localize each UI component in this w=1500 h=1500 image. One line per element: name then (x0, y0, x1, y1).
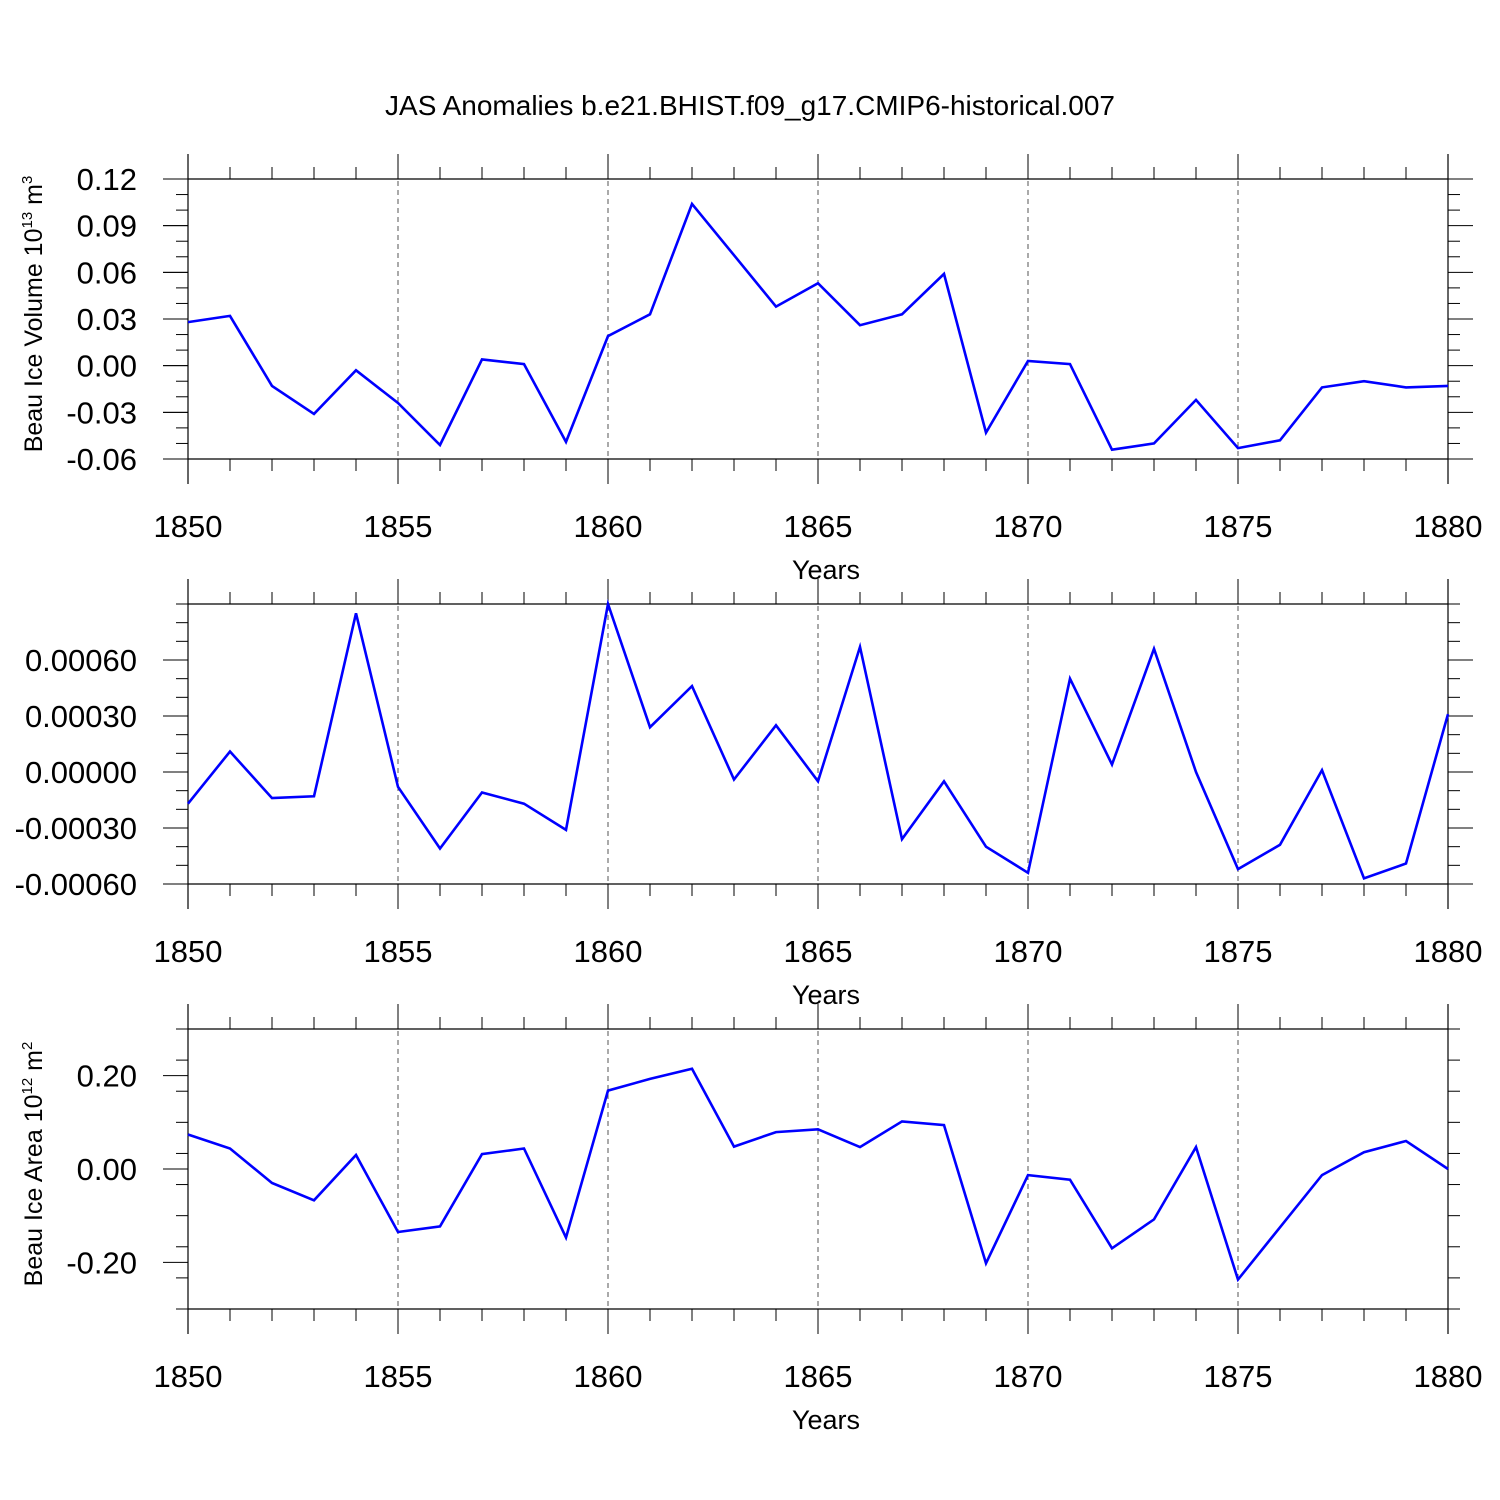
y-tick-label: -0.06 (66, 442, 137, 477)
y-tick-label: 0.00060 (25, 643, 137, 678)
y-tick-label: 0.00 (77, 349, 137, 384)
y-axis-label-exponent: 13 (19, 212, 36, 229)
x-tick-label: 1865 (784, 509, 853, 544)
x-tick-label: 1870 (994, 509, 1063, 544)
y-tick-label: 0.00030 (25, 699, 137, 734)
y-tick-label: 0.03 (77, 302, 137, 337)
plot-panel-2: -0.00060 -0.00030 0.00000 0.00030 0.00060 185… (15, 579, 1483, 1010)
y-axis-label-unit-exponent: 2 (19, 1042, 36, 1050)
x-tick-label: 1850 (154, 1359, 223, 1394)
y-tick-label: 0.20 (77, 1059, 137, 1094)
x-tick-label: 1875 (1204, 1359, 1273, 1394)
y-axis-label: Beau Ice Area 1012 m2 (19, 1042, 48, 1287)
y-tick-label: 0.00000 (25, 755, 137, 790)
x-tick-label: 1860 (574, 509, 643, 544)
x-tick-label: 1870 (994, 934, 1063, 969)
x-tick-label: 1855 (364, 1359, 433, 1394)
x-tick-label: 1870 (994, 1359, 1063, 1394)
plot-panel-1: -0.06 -0.03 0.00 0.03 0.06 0.09 0.12 1850 1855 18… (19, 154, 1482, 585)
y-axis-label: Beau Ice Volume 1013 m3 (19, 176, 48, 453)
x-axis-label: Years (792, 1405, 860, 1435)
y-axis-label-unit: m (20, 1050, 48, 1078)
x-tick-label: 1880 (1414, 509, 1483, 544)
x-tick-label: 1880 (1414, 934, 1483, 969)
chart-title: JAS Anomalies b.e21.BHIST.f09_g17.CMIP6-… (385, 90, 1115, 121)
x-tick-label: 1880 (1414, 1359, 1483, 1394)
x-tick-label: 1850 (154, 934, 223, 969)
y-tick-label: 0.09 (77, 209, 137, 244)
x-tick-label: 1865 (784, 1359, 853, 1394)
x-tick-label: 1855 (364, 934, 433, 969)
x-tick-label: 1865 (784, 934, 853, 969)
y-axis-label-exponent: 12 (19, 1078, 36, 1095)
y-axis-label-text: Beau Ice Volume 10 (20, 229, 48, 453)
x-axis-label: Years (792, 555, 860, 585)
y-axis-label-unit-exponent: 3 (19, 176, 36, 184)
y-axis-label-text: Beau Ice Area 10 (20, 1095, 48, 1287)
x-axis-label: Years (792, 980, 860, 1010)
y-tick-label: 0.06 (77, 255, 137, 290)
y-tick-label: 0.12 (77, 162, 137, 197)
y-tick-label: 0.00 (77, 1152, 137, 1187)
plot-panel-3: -0.20 0.00 0.20 1850 1855 1860 1865 1870 1875 188… (19, 1004, 1482, 1435)
y-tick-label: -0.00060 (15, 867, 137, 902)
x-tick-label: 1855 (364, 509, 433, 544)
y-tick-label: -0.20 (66, 1245, 137, 1280)
y-tick-label: -0.03 (66, 395, 137, 430)
x-tick-label: 1860 (574, 934, 643, 969)
x-tick-label: 1875 (1204, 934, 1273, 969)
x-tick-label: 1875 (1204, 509, 1273, 544)
x-tick-label: 1850 (154, 509, 223, 544)
x-tick-label: 1860 (574, 1359, 643, 1394)
y-tick-label: -0.00030 (15, 811, 137, 846)
y-axis-label-unit: m (20, 184, 48, 212)
